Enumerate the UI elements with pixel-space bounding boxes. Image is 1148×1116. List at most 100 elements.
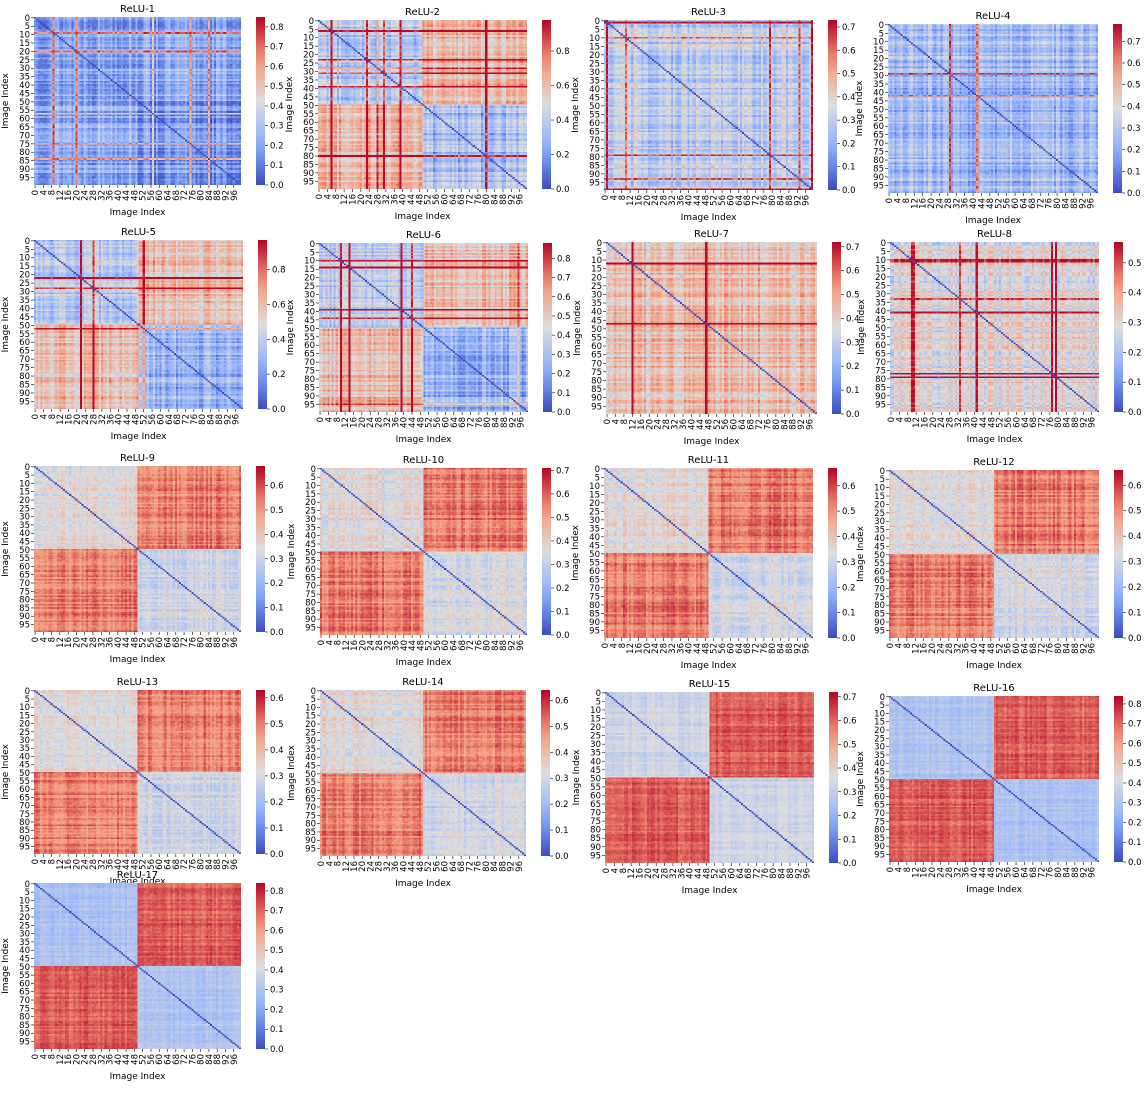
colorbar-tick-label: 0.3 (556, 560, 570, 570)
y-tick-label: 10 (874, 484, 885, 494)
colorbar (541, 690, 550, 856)
x-tick-label: 16 (64, 859, 74, 870)
colorbar-tick-label: 0.4 (272, 335, 286, 345)
y-tick-label: 90 (591, 394, 602, 404)
x-tick-label: 56 (432, 861, 442, 872)
x-tick-label: 16 (349, 417, 359, 428)
y-tick-label: 15 (874, 492, 885, 502)
y-tick-label: 75 (875, 366, 886, 376)
y-tick-label: 20 (305, 498, 316, 508)
heatmap-panel: ReLU-40510152025303540455055606570758085… (855, 11, 1141, 226)
x-tick-label: 68 (1029, 417, 1039, 428)
x-tick-label: 4 (893, 198, 903, 203)
x-tick-label: 52 (711, 868, 721, 879)
x-tick-label: 4 (324, 417, 334, 422)
colorbar-tick-label: 0.4 (846, 314, 860, 324)
x-tick-label: 28 (946, 417, 956, 428)
y-tick-label: 65 (19, 793, 30, 803)
colorbar-tick-label: 0.0 (270, 628, 284, 638)
x-tick-label: 0 (603, 419, 613, 424)
x-tick-label: 36 (106, 414, 116, 425)
colorbar-tick-label: 0.5 (555, 722, 569, 732)
x-tick-label: 52 (139, 637, 149, 648)
x-tick-label: 20 (357, 194, 367, 205)
y-tick-label: 40 (590, 757, 601, 767)
y-tick-label: 75 (591, 368, 602, 378)
x-tick-label: 76 (475, 417, 485, 428)
y-tick-label: 5 (25, 22, 30, 32)
x-tick-label: 76 (760, 195, 770, 206)
x-tick-label: 40 (399, 194, 409, 205)
x-tick-label: 88 (213, 637, 223, 648)
x-tick-label: 12 (56, 859, 66, 870)
colorbar-tick-label: 0.5 (1128, 259, 1142, 269)
y-tick-label: 15 (19, 488, 30, 498)
y-tick-label: 10 (303, 34, 314, 44)
heatmap-panel: ReLU-10051015202530354045505560657075808… (287, 455, 570, 668)
x-tick-label: 68 (172, 637, 182, 648)
y-tick-label: 35 (19, 938, 30, 948)
y-tick-label: 90 (590, 843, 601, 853)
y-tick-label: 80 (875, 375, 886, 385)
x-tick-label: 52 (139, 859, 149, 870)
x-tick-label: 28 (375, 640, 385, 651)
x-tick-label: 72 (466, 640, 476, 651)
x-tick-label: 60 (726, 195, 736, 206)
y-tick-label: 5 (597, 247, 602, 257)
heatmap-panel: ReLU-50510152025303540455055606570758085… (1, 227, 286, 442)
x-tick-label: 32 (97, 1054, 107, 1065)
y-tick-label: 35 (19, 296, 30, 306)
y-tick-label: 10 (304, 257, 315, 267)
y-tick-label: 90 (873, 173, 884, 183)
heatmap-panel: ReLU-12051015202530354045505560657075808… (856, 457, 1142, 671)
colorbar-tick-label: 0.3 (843, 788, 857, 798)
heatmap-panel: ReLU-20510152025303540455055606570758085… (285, 7, 570, 222)
colorbar-tick-label: 0.0 (272, 405, 286, 415)
x-tick-label: 36 (390, 194, 400, 205)
x-tick-label: 56 (433, 640, 443, 651)
y-tick-label: 75 (874, 593, 885, 603)
x-tick-label: 40 (687, 419, 697, 430)
x-tick-label: 24 (936, 643, 946, 654)
x-tick-label: 76 (1046, 643, 1056, 654)
x-tick-label: 20 (927, 198, 937, 209)
x-tick-label: 40 (685, 195, 695, 206)
x-tick-label: 68 (172, 190, 182, 201)
x-tick-label: 0 (885, 198, 895, 203)
colorbar-tick-label: 0.3 (842, 558, 856, 568)
y-tick-label: 90 (19, 389, 30, 399)
colorbar-tick-label: 0.0 (557, 408, 571, 418)
x-tick-label: 20 (72, 190, 82, 201)
y-tick-label: 80 (874, 601, 885, 611)
x-tick-label: 72 (755, 419, 765, 430)
x-tick-label: 40 (114, 1054, 124, 1065)
x-tick-label: 24 (651, 643, 661, 654)
colorbar-tick-label: 0.5 (270, 82, 284, 92)
colorbar (542, 20, 551, 189)
y-tick-label: 25 (589, 507, 600, 517)
y-tick-label: 30 (19, 513, 30, 523)
x-tick-label: 44 (122, 1054, 132, 1065)
colorbar-tick-label: 0.5 (842, 70, 856, 80)
y-tick-label: 55 (589, 558, 600, 568)
y-tick-label: 75 (589, 592, 600, 602)
y-tick-label: 5 (595, 473, 600, 483)
x-tick-label: 76 (761, 868, 771, 879)
colorbar-tick-label: 0.6 (842, 482, 856, 492)
colorbar-tick-label: 0.3 (270, 555, 284, 565)
y-tick-label: 60 (303, 118, 314, 128)
x-tick-label: 8 (334, 861, 344, 866)
x-tick-label: 12 (627, 868, 637, 879)
y-tick-label: 25 (19, 279, 30, 289)
x-tick-label: 88 (213, 859, 223, 870)
x-tick-label: 20 (358, 417, 368, 428)
panel-title: ReLU-13 (117, 677, 158, 688)
y-tick-label: 25 (589, 59, 600, 69)
y-tick-label: 30 (874, 743, 885, 753)
x-tick-label: 32 (97, 190, 107, 201)
y-tick-label: 95 (589, 178, 600, 188)
colorbar-tick-label: 0.2 (1128, 348, 1142, 358)
x-tick-label: 72 (752, 195, 762, 206)
y-tick-label: 50 (19, 546, 30, 556)
y-tick-label: 0 (595, 17, 600, 27)
